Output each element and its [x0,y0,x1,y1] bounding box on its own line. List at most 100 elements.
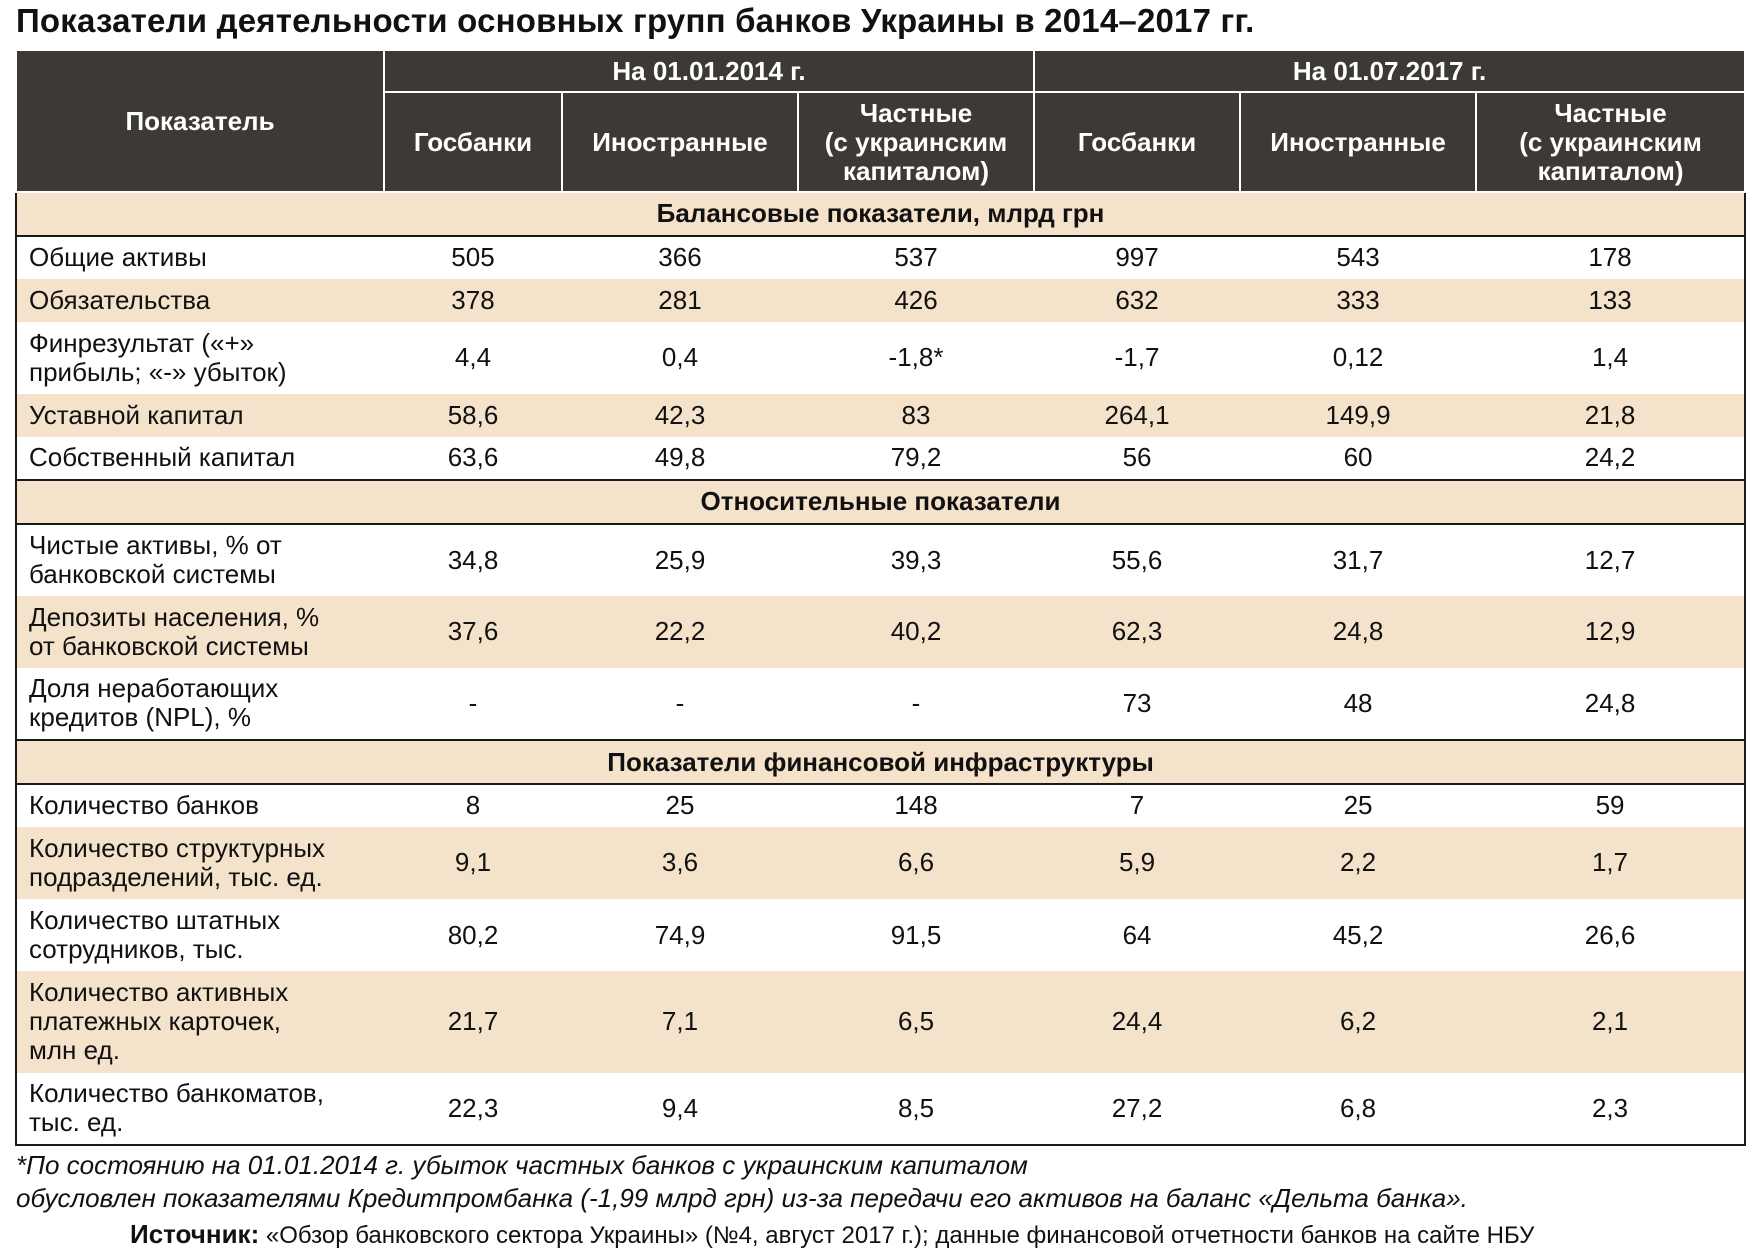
row-label: Доля неработающих кредитов (NPL), % [16,667,384,741]
row-label: Количество структурных подразделений, ты… [16,826,384,900]
value-cell: 2,2 [1240,826,1477,900]
section-row: Балансовые показатели, млрд грн [16,191,1746,237]
row-label: Обязательства [16,278,384,322]
row-label: Чистые активы, % от банковской системы [16,523,384,596]
value-cell: 24,8 [1240,595,1477,668]
table-row: Доля неработающих кредитов (NPL), % - - -73… [16,667,1746,741]
row-label: Количество банкоматов, тыс. ед. [16,1072,384,1145]
value-cell: 21,7 [384,971,562,1073]
section-title: Балансовые показатели, млрд грн [16,191,1746,237]
row-label: Депозиты населения, % от банковской сист… [16,595,384,668]
period-header-2014: На 01.01.2014 г. [382,49,1036,93]
footnote-line-2: обусловлен показателями Кредитпромбанка … [16,1183,1468,1213]
table-row: Количество структурных подразделений, ты… [16,826,1746,900]
value-cell: 149,9 [1240,393,1477,437]
footnote-line-1: *По состоянию на 01.01.2014 г. убыток ча… [16,1150,1028,1180]
value-cell: 8 [384,784,562,827]
section-title: Относительные показатели [16,478,1746,525]
value-cell: 24,8 [1476,667,1746,741]
value-cell: 22,3 [384,1072,562,1145]
row-label: Количество активных платежных карточек, … [16,971,384,1073]
group-header-4: Иностранные [1239,91,1478,193]
indicator-header: Показатель [15,49,385,193]
value-cell: 27,2 [1034,1072,1241,1145]
value-cell: 39,3 [798,523,1035,596]
value-cell: 366 [562,235,798,279]
value-cell: 281 [562,278,798,322]
row-label: Количество штатных сотрудников, тыс. [16,899,384,972]
group-header-3: Госбанки [1033,91,1242,193]
value-cell: 148 [798,784,1035,827]
value-cell: 1,4 [1476,321,1746,394]
value-cell: 42,3 [562,393,798,437]
value-cell: 7,1 [562,971,798,1073]
value-cell: 60 [1240,436,1477,480]
group-header-row: Госбанки Иностранные Частные (с украинским… [16,91,1747,193]
group-header-0: Госбанки [383,91,563,193]
period-header-2017: На 01.07.2017 г. [1033,49,1747,93]
group-header-5: Частные (с украинским капиталом) [1475,91,1747,193]
value-cell: 56 [1034,436,1241,480]
table-row: Общие активы 505 366 537 997 543 178 [16,235,1746,279]
value-cell: 34,8 [384,523,562,596]
value-cell: 378 [384,278,562,322]
value-cell: 5,9 [1034,826,1241,900]
value-cell: 62,3 [1034,595,1241,668]
table-row: Количество банков 8 25 148 7 25 59 [16,784,1746,827]
value-cell: 8,5 [798,1072,1035,1145]
value-cell: 7 [1034,784,1241,827]
value-cell: 133 [1476,278,1746,322]
value-cell: 178 [1476,235,1746,279]
value-cell: 9,1 [384,826,562,900]
value-cell: 73 [1034,667,1241,741]
page-title: Показатели деятельности основных групп б… [16,2,1255,39]
row-label: Уставной капитал [16,393,384,437]
value-cell: - [562,667,798,741]
table-row: Количество активных платежных карточек, … [16,971,1746,1073]
value-cell: 6,6 [798,826,1035,900]
footnote: *По состоянию на 01.01.2014 г. убыток ча… [16,1149,1468,1215]
value-cell: 25,9 [562,523,798,596]
table-header: Показатель На 01.01.2014 г. На 01.07.201… [15,49,1747,193]
section-title: Показатели финансовой инфраструктуры [16,739,1746,786]
table-body: Балансовые показатели, млрд грн Общие акт… [16,191,1746,1145]
value-cell: 55,6 [1034,523,1241,596]
value-cell: 58,6 [384,393,562,437]
table-row: Собственный капитал 63,6 49,8 79,2 56 60 24,2 [16,436,1746,480]
value-cell: 0,4 [562,321,798,394]
value-cell: 74,9 [562,899,798,972]
value-cell: 264,1 [1034,393,1241,437]
group-header-2: Частные (с украинским капиталом) [796,91,1036,193]
value-cell: 25 [1240,784,1477,827]
value-cell: 0,12 [1240,321,1477,394]
value-cell: 48 [1240,667,1477,741]
value-cell: 4,4 [384,321,562,394]
value-cell: 505 [384,235,562,279]
value-cell: 63,6 [384,436,562,480]
value-cell: 632 [1034,278,1241,322]
row-label: Общие активы [16,235,384,279]
table-row: Обязательства 378 281 426 632 333 133 [16,278,1746,322]
section-row: Относительные показатели [16,478,1746,525]
value-cell: 537 [798,235,1035,279]
value-cell: 543 [1240,235,1477,279]
table-row: Количество штатных сотрудников, тыс. 80,2… [16,899,1746,972]
source-text: «Обзор банковского сектора Украины» (№4,… [265,1222,1535,1249]
value-cell: 22,2 [562,595,798,668]
table-row: Чистые активы, % от банковской системы 34… [16,523,1746,596]
source-label: Источник: [130,1219,260,1249]
value-cell: 24,2 [1476,436,1746,480]
value-cell: 6,2 [1240,971,1477,1073]
value-cell: 21,8 [1476,393,1746,437]
value-cell: 2,3 [1476,1072,1746,1145]
value-cell: 25 [562,784,798,827]
value-cell: 40,2 [798,595,1035,668]
value-cell: 80,2 [384,899,562,972]
table-row: Уставной капитал 58,6 42,3 83 264,1 149,9 21,8 [16,393,1746,437]
value-cell: 45,2 [1240,899,1477,972]
value-cell: 6,8 [1240,1072,1477,1145]
value-cell: 333 [1240,278,1477,322]
value-cell: - [798,667,1035,741]
value-cell: 1,7 [1476,826,1746,900]
value-cell: 9,4 [562,1072,798,1145]
